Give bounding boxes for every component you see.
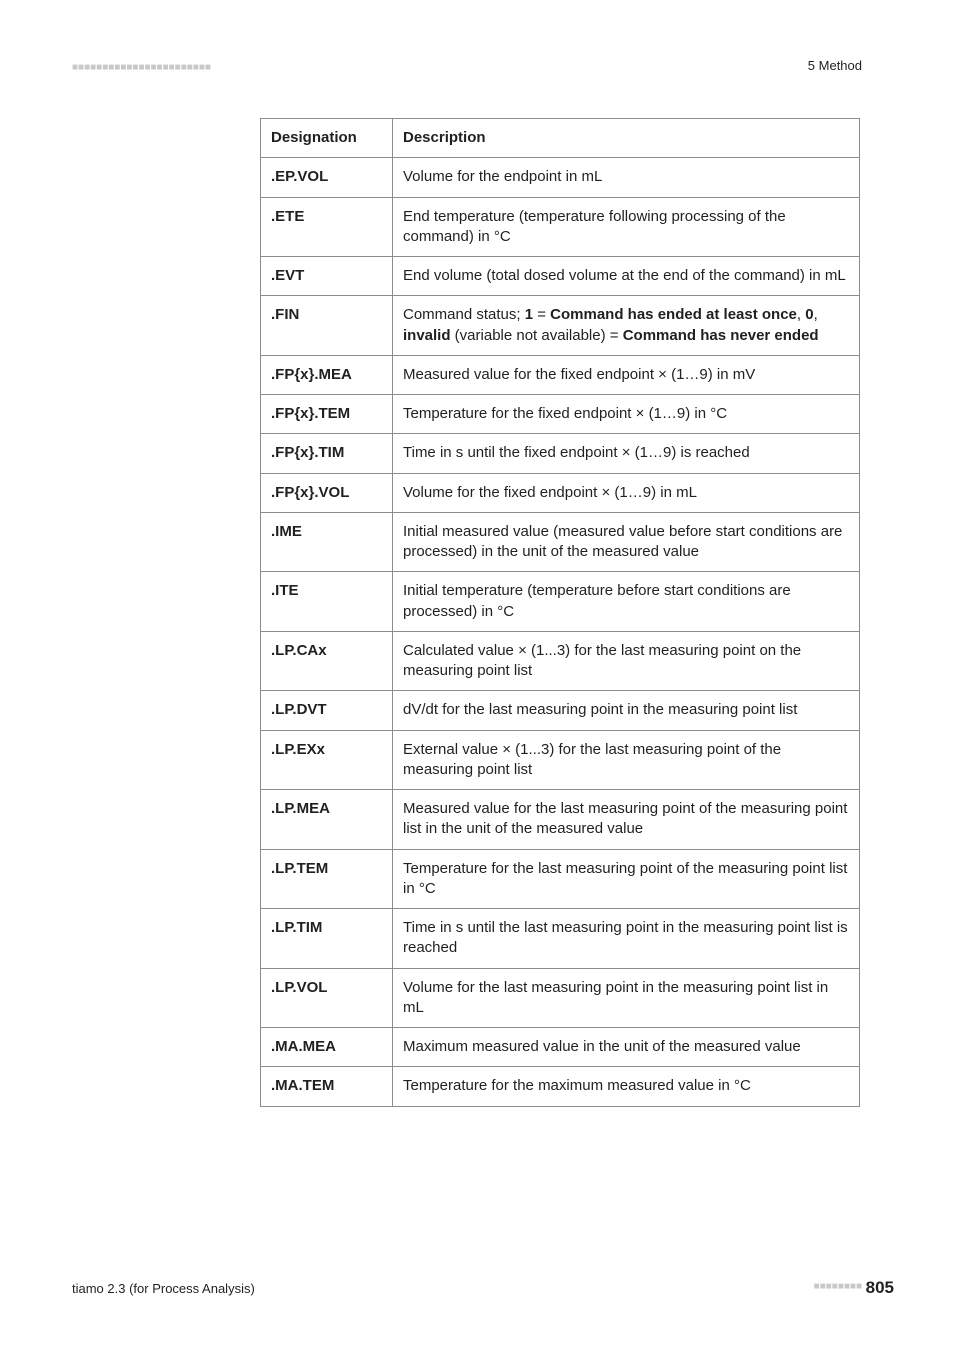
description-cell: Initial temperature (temperature before … [393,572,860,632]
designation-cell: .ITE [261,572,393,632]
table-row: .LP.MEAMeasured value for the last measu… [261,790,860,850]
description-cell: Volume for the last measuring point in t… [393,968,860,1028]
table-row: .IMEInitial measured value (measured val… [261,512,860,572]
table-header-row: Designation Description [261,119,860,158]
table-row: .LP.TEMTemperature for the last measurin… [261,849,860,909]
table-row: .MA.TEMTemperature for the maximum measu… [261,1067,860,1106]
table-row: .EP.VOLVolume for the endpoint in mL [261,158,860,197]
table-row: .LP.DVTdV/dt for the last measuring poin… [261,691,860,730]
table-row: .FINCommand status; 1 = Command has ende… [261,296,860,356]
designation-cell: .FP{x}.TIM [261,434,393,473]
table-row: .FP{x}.MEAMeasured value for the fixed e… [261,355,860,394]
designation-cell: .MA.TEM [261,1067,393,1106]
table-row: .ITEInitial temperature (temperature bef… [261,572,860,632]
designation-cell: .LP.TEM [261,849,393,909]
description-cell: Time in s until the fixed endpoint × (1…… [393,434,860,473]
designation-cell: .LP.EXx [261,730,393,790]
description-cell: Time in s until the last measuring point… [393,909,860,969]
designation-cell: .LP.TIM [261,909,393,969]
designation-cell: .LP.VOL [261,968,393,1028]
description-cell: Command status; 1 = Command has ended at… [393,296,860,356]
designation-cell: .FIN [261,296,393,356]
header-section: 5 Method [808,58,862,73]
description-cell: Measured value for the fixed endpoint × … [393,355,860,394]
header-dotline: ■■■■■■■■■■■■■■■■■■■■■■■ [72,62,232,73]
definitions-table: Designation Description .EP.VOLVolume fo… [260,118,860,1107]
table-row: .EVTEnd volume (total dosed volume at th… [261,257,860,296]
table-row: .LP.CAxCalculated value × (1...3) for th… [261,631,860,691]
table-row: .MA.MEAMaximum measured value in the uni… [261,1028,860,1067]
col-description: Description [393,119,860,158]
description-cell: Measured value for the last measuring po… [393,790,860,850]
footer-product: tiamo 2.3 (for Process Analysis) [72,1281,255,1296]
description-cell: External value × (1...3) for the last me… [393,730,860,790]
table-row: .LP.VOLVolume for the last measuring poi… [261,968,860,1028]
designation-cell: .EP.VOL [261,158,393,197]
table-row: .FP{x}.TIMTime in s until the fixed endp… [261,434,860,473]
designation-cell: .FP{x}.MEA [261,355,393,394]
table-row: .ETEEnd temperature (temperature followi… [261,197,860,257]
description-cell: End temperature (temperature following p… [393,197,860,257]
col-designation: Designation [261,119,393,158]
table-row: .LP.TIMTime in s until the last measurin… [261,909,860,969]
definitions-table-wrap: Designation Description .EP.VOLVolume fo… [260,118,860,1107]
designation-cell: .IME [261,512,393,572]
description-cell: dV/dt for the last measuring point in th… [393,691,860,730]
designation-cell: .LP.MEA [261,790,393,850]
table-row: .FP{x}.VOLVolume for the fixed endpoint … [261,473,860,512]
designation-cell: .LP.CAx [261,631,393,691]
description-cell: Calculated value × (1...3) for the last … [393,631,860,691]
designation-cell: .LP.DVT [261,691,393,730]
designation-cell: .ETE [261,197,393,257]
designation-cell: .EVT [261,257,393,296]
description-cell: Temperature for the maximum measured val… [393,1067,860,1106]
designation-cell: .MA.MEA [261,1028,393,1067]
table-row: .LP.EXxExternal value × (1...3) for the … [261,730,860,790]
description-cell: Volume for the fixed endpoint × (1…9) in… [393,473,860,512]
table-row: .FP{x}.TEMTemperature for the fixed endp… [261,395,860,434]
description-cell: End volume (total dosed volume at the en… [393,257,860,296]
footer-page-number: 805 [866,1278,894,1298]
description-cell: Temperature for the fixed endpoint × (1…… [393,395,860,434]
footer-dotline: ■■■■■■■■ [806,1281,862,1292]
description-cell: Initial measured value (measured value b… [393,512,860,572]
designation-cell: .FP{x}.VOL [261,473,393,512]
designation-cell: .FP{x}.TEM [261,395,393,434]
description-cell: Maximum measured value in the unit of th… [393,1028,860,1067]
description-cell: Volume for the endpoint in mL [393,158,860,197]
description-cell: Temperature for the last measuring point… [393,849,860,909]
